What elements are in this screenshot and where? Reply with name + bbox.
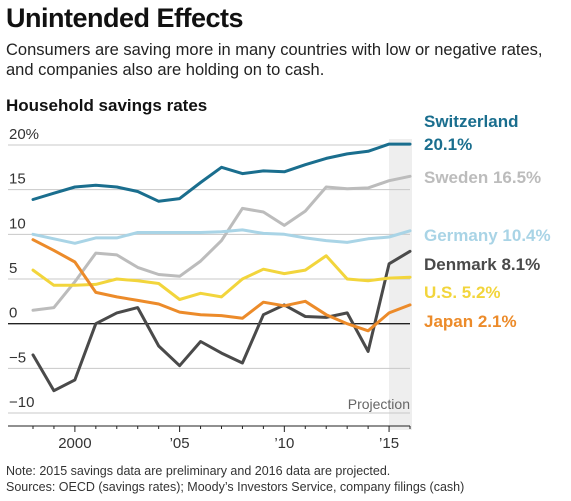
series-lines [31,142,412,393]
series-line-japan [31,238,412,333]
projection-label: Projection [348,396,410,412]
y-tick-label: −10 [9,394,34,411]
y-axis: 20% 15 10 5 0 −5 −10 [9,126,39,411]
page-subtitle: Consumers are saving more in many countr… [6,41,543,79]
x-tick-label: 2000 [58,435,91,452]
x-tick-label: ’15 [379,435,399,452]
series-line-sweden [31,174,412,312]
x-tick-label: ’10 [274,435,294,452]
series-label-us: U.S. 5.2% [424,283,501,302]
series-labels: Switzerland 20.1% Sweden 16.5% Germany 10.4… [424,112,551,331]
projection-band: Projection [348,139,412,430]
page-title: Unintended Effects [6,3,244,33]
series-line-us [31,254,412,301]
series-line-switzerland [31,142,412,203]
series-line-denmark [31,249,412,393]
series-line-germany [31,228,412,245]
x-tick-label: ’05 [170,435,190,452]
footnote-note: Note: 2015 savings data are preliminary … [6,464,391,478]
y-tick-label: 5 [9,260,17,277]
y-tick-label: 10 [9,215,26,232]
series-label-germany: Germany 10.4% [424,226,551,245]
y-tick-label: 20% [9,126,39,143]
chart-title: Household savings rates [6,96,208,115]
series-label-denmark: Denmark 8.1% [424,255,540,274]
footnote-sources: Sources: OECD (savings rates); Moody’s I… [6,480,465,494]
projection-shade [389,139,412,430]
series-label-japan: Japan 2.1% [424,312,517,331]
footnote: Note: 2015 savings data are preliminary … [6,463,464,495]
y-tick-label: 0 [9,305,17,322]
series-value-switzerland: 20.1% [424,135,472,154]
y-tick-label: 15 [9,171,26,188]
x-axis: 2000 ’05 ’10 ’15 [8,425,411,452]
series-label-sweden: Sweden 16.5% [424,168,541,187]
y-tick-label: −5 [9,349,26,366]
series-label-switzerland: Switzerland [424,112,518,131]
